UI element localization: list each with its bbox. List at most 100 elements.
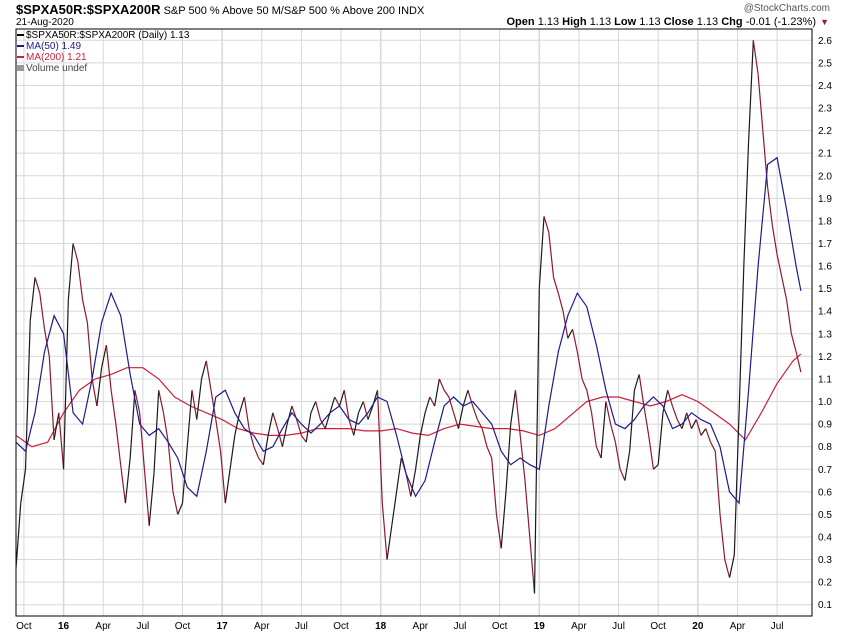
price-segment [395,457,402,492]
price-segment [586,390,593,413]
price-segment [695,419,702,436]
price-segment [272,412,279,429]
x-tick-label: Oct [650,621,666,632]
price-segment [776,254,783,278]
low-label: Low [614,16,637,28]
price-segment [690,419,697,429]
price-segment [296,419,302,436]
legend-price-label: $SPXA50R:$SPXA200R (Daily) 1.13 [26,30,190,41]
price-segment [414,435,421,470]
price-segment [248,428,255,447]
price-segment [167,442,174,492]
price-segment [505,424,512,492]
ma50-layer [15,156,802,505]
price-segment [200,360,207,380]
price-segment [552,277,559,294]
price-segment [224,469,231,504]
ma50-line [15,156,802,505]
price-segment [595,446,602,459]
symbol-description: S&P 500 % Above 50 M/S&P 500 % Above 200 [163,5,395,17]
price-segment [719,514,726,560]
price-segment [353,412,360,436]
price-segment [310,401,317,414]
price-segment [762,130,769,188]
price-segment [39,293,46,330]
price-segment [101,344,107,368]
price-segment [757,74,764,131]
price-segment [657,412,664,465]
price-segment [709,441,716,452]
price-segment [472,405,478,420]
price-segment [367,405,374,420]
price-segment [305,412,312,443]
y-tick-label: 1.9 [818,194,832,205]
price-segment [300,435,307,443]
legend-ma200: MA(200) 1.21 [17,52,189,63]
price-segment [600,401,607,459]
price-segment [529,536,536,594]
y-tick-label: 0.7 [818,465,832,476]
low-value: 1.13 [639,16,661,28]
price-layer [15,40,802,594]
price-segment [590,412,597,447]
y-tick-label: 0.6 [818,487,832,498]
price-segment [462,390,469,407]
price-segment [728,554,735,578]
price-segment [376,390,383,504]
legend-volume-swatch [17,65,24,72]
price-segment [429,396,436,407]
price-segment [486,446,493,459]
price-segment [543,216,550,233]
price-segment [424,396,431,413]
price-segment [567,328,574,339]
x-tick-label: Apr [730,621,746,632]
y-tick-label: 2.0 [818,171,832,182]
price-segment [771,225,778,255]
price-segment [624,451,631,481]
y-tick-labels: 0.1 0.2 0.3 0.4 0.5 0.6 0.7 0.8 0.9 1.0 1.1 1.2 1.3 1… [818,36,832,611]
price-segment [105,345,112,391]
legend-price: $SPXA50R:$SPXA200R (Daily) 1.13 [17,30,189,41]
price-segment [29,277,36,321]
x-tick-labels: Oct 16 Apr Jul Oct 17 Apr Jul Oct 18 Apr Jul Oct 19 Ap… [16,621,783,632]
price-segment [20,469,27,504]
price-segment [82,299,88,323]
price-segment [648,435,655,470]
price-segment [391,491,398,526]
price-segment [115,424,122,465]
price-segment [53,412,60,441]
price-segment [96,367,103,407]
price-segment [243,396,250,429]
price-segment [610,423,616,443]
price-segment [476,419,483,429]
price-segment [219,451,226,504]
price-segment [158,390,165,413]
price-segment [277,428,283,447]
price-segment [714,451,721,515]
open-value: 1.13 [537,16,560,28]
y-tick-label: 1.5 [818,284,832,295]
y-tick-label: 1.1 [818,374,832,385]
price-segment [524,480,531,538]
y-tick-label: 1.4 [818,307,832,318]
price-segment [15,503,22,569]
price-segment [186,390,193,447]
legend-ma50-swatch [17,45,24,48]
price-segment [258,457,264,466]
price-segment [129,390,136,459]
price-segment [538,216,545,289]
legend-price-swatch [17,34,24,37]
price-segment [514,390,521,436]
price-segment [286,405,293,425]
price-segment [229,435,236,470]
price-segment [676,419,683,429]
price-segment [239,396,245,413]
legend-volume: Volume undef [17,63,189,74]
legend-ma50: MA(50) 1.49 [17,41,189,52]
price-segment [747,40,754,142]
price-segment [510,390,517,425]
chart-title: $SPXA50R:$SPXA200R S&P 500 % Above 50 M/… [16,2,424,17]
price-segment [205,360,212,391]
x-tick-label: Apr [254,621,270,632]
